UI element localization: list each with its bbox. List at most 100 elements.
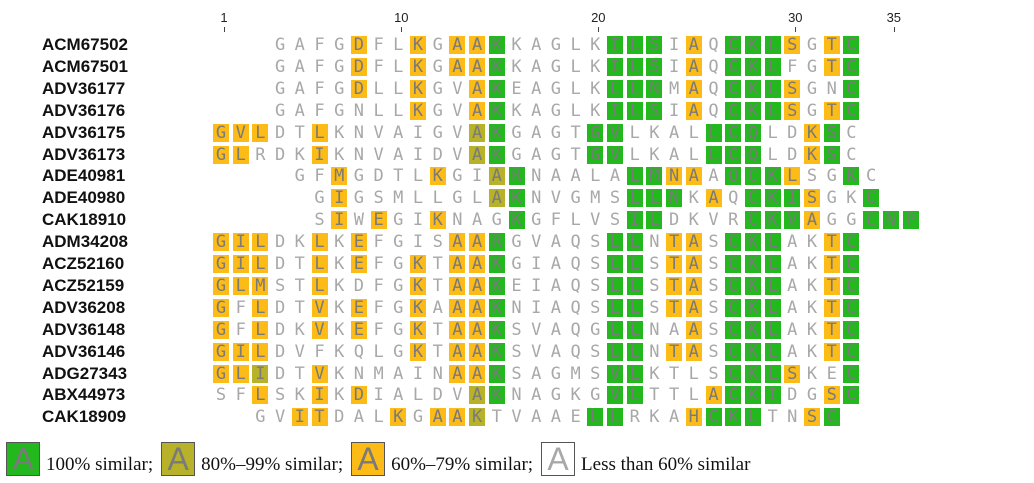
- residue-cell: K: [334, 385, 345, 406]
- residue-cell: F: [373, 254, 384, 274]
- residue-cell: G: [213, 342, 229, 361]
- residue-cell: G: [255, 407, 266, 428]
- residue-cell: N: [452, 210, 463, 231]
- residue-cell: G: [393, 210, 404, 231]
- residue-cell: C: [744, 189, 761, 208]
- residue-cell: G: [587, 123, 604, 142]
- residue-cell: N: [666, 167, 683, 186]
- residue-cell: S: [784, 36, 801, 54]
- residue-cell: L: [607, 255, 623, 273]
- residue-cell: T: [823, 101, 840, 120]
- residue-cell: K: [334, 254, 345, 274]
- residue-cell: A: [488, 189, 505, 208]
- residue-cell: V: [784, 211, 801, 230]
- residue-cell: K: [488, 101, 505, 120]
- residue-cell: Q: [728, 188, 739, 209]
- residue-cell: G: [550, 35, 562, 55]
- sequence-id: ADG27343: [42, 363, 128, 383]
- residue-cell: A: [469, 233, 486, 252]
- residue-cell: F: [373, 56, 384, 77]
- residue-cell: K: [590, 56, 601, 77]
- residue-cell: V: [373, 144, 384, 165]
- residue-cell: S: [708, 363, 719, 384]
- residue-cell: L: [471, 188, 483, 209]
- residue-cell: C: [744, 211, 761, 230]
- residue-cell: G: [550, 56, 562, 77]
- residue-cell: T: [491, 407, 502, 428]
- residue-cell: A: [449, 276, 466, 295]
- residue-cell: K: [570, 385, 581, 406]
- residue-cell: K: [511, 35, 522, 55]
- ruler-position: 10: [394, 10, 409, 25]
- residue-cell: T: [294, 363, 305, 384]
- residue-cell: C: [725, 36, 742, 54]
- residue-cell: M: [331, 167, 348, 186]
- residue-cell: A: [787, 297, 798, 318]
- residue-cell: G: [806, 385, 818, 406]
- sequence-id: ADM34208: [42, 232, 128, 252]
- residue-cell: L: [432, 188, 443, 209]
- residue-cell: A: [294, 78, 305, 99]
- residue-cell: F: [235, 319, 246, 340]
- residue-cell: L: [764, 101, 781, 120]
- position-ruler: 1 10 20 30 35: [0, 0, 1034, 38]
- residue-cell: T: [666, 276, 683, 295]
- residue-cell: K: [334, 122, 345, 143]
- residue-cell: N: [353, 100, 365, 121]
- residue-cell: K: [744, 276, 761, 295]
- residue-cell: F: [314, 35, 325, 55]
- residue-cell: K: [806, 275, 818, 296]
- residue-cell: V: [550, 188, 562, 209]
- sequence-id: ADV36146: [42, 341, 126, 361]
- residue-cell: L: [626, 276, 643, 295]
- residue-cell: L: [626, 255, 643, 273]
- residue-cell: L: [688, 363, 699, 384]
- residue-cell: S: [314, 210, 325, 231]
- residue-cell: D: [334, 407, 345, 428]
- residue-cell: S: [274, 385, 286, 406]
- residue-cell: K: [488, 342, 505, 361]
- residue-cell: C: [863, 211, 880, 230]
- residue-cell: T: [767, 407, 778, 428]
- residue-cell: A: [685, 320, 702, 339]
- residue-cell: L: [629, 122, 640, 143]
- residue-cell: Q: [570, 319, 581, 340]
- residue-cell: A: [531, 35, 542, 55]
- residue-cell: A: [685, 255, 702, 273]
- residue-cell: K: [843, 167, 860, 186]
- residue-cell: L: [646, 211, 663, 230]
- residue-cell: L: [764, 276, 781, 295]
- residue-cell: A: [469, 145, 486, 164]
- residue-cell: D: [274, 341, 286, 362]
- residue-cell: Q: [744, 145, 761, 164]
- legend-label-100: 100% similar;: [46, 454, 154, 475]
- residue-cell: L: [626, 364, 643, 383]
- legend-label-80: 80%–99% similar;: [201, 454, 344, 475]
- residue-cell: S: [590, 275, 601, 296]
- residue-cell: G: [432, 78, 443, 99]
- sequence-id: CAK18909: [42, 407, 127, 427]
- residue-cell: I: [531, 275, 542, 296]
- residue-cell: K: [410, 342, 426, 361]
- residue-cell: G: [274, 35, 286, 55]
- residue-cell: G: [550, 144, 562, 165]
- residue-cell: K: [590, 35, 601, 55]
- residue-cell: L: [232, 364, 249, 383]
- residue-cell: L: [570, 35, 581, 55]
- residue-cell: D: [274, 319, 286, 340]
- residue-cell: K: [744, 342, 761, 361]
- residue-cell: A: [708, 166, 719, 187]
- residue-cell: S: [511, 341, 522, 362]
- residue-cell: V: [511, 407, 522, 428]
- residue-cell: Q: [570, 297, 581, 318]
- residue-cell: A: [685, 36, 702, 54]
- residue-cell: I: [232, 342, 249, 361]
- residue-cell: K: [469, 408, 486, 427]
- residue-cell: L: [232, 276, 249, 295]
- residue-cell: D: [350, 79, 367, 98]
- residue-cell: L: [412, 166, 424, 187]
- residue-cell: N: [649, 319, 660, 340]
- legend-label-60: 60%–79% similar;: [391, 454, 534, 475]
- residue-cell: G: [274, 78, 286, 99]
- residue-cell: T: [666, 342, 683, 361]
